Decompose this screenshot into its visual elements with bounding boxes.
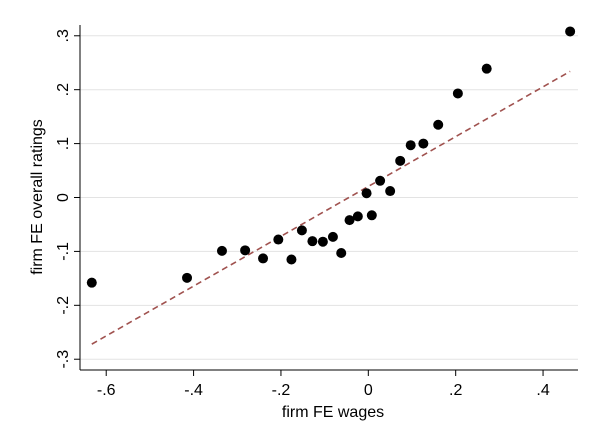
x-tick-label: 0: [364, 382, 373, 399]
data-point: [336, 248, 347, 259]
data-point: [258, 253, 269, 264]
y-tick-label: .3: [55, 29, 72, 42]
x-tick-label: -.6: [97, 382, 116, 399]
x-axis-title: firm FE wages: [282, 404, 384, 421]
data-point: [481, 63, 492, 74]
data-point: [352, 211, 363, 222]
gridlines: [80, 35, 578, 360]
data-point: [565, 26, 576, 37]
data-point: [327, 231, 338, 242]
y-axis-title: firm FE overall ratings: [29, 119, 46, 275]
data-point: [395, 155, 406, 166]
fit-line-layer: [91, 70, 571, 345]
data-point: [273, 234, 284, 245]
y-tick-label: 0: [55, 193, 72, 202]
y-tick-label: .2: [55, 83, 72, 96]
data-point: [361, 188, 372, 199]
data-point: [182, 272, 193, 283]
y-tick-label: -.2: [55, 296, 72, 315]
x-tick-label: -.4: [184, 382, 203, 399]
data-point: [366, 210, 377, 221]
data-point: [375, 175, 386, 186]
data-point: [433, 119, 444, 130]
data-point: [216, 245, 227, 256]
data-point: [317, 236, 328, 247]
data-point: [405, 140, 416, 151]
x-tick-label: -.2: [272, 382, 291, 399]
data-point: [240, 245, 251, 256]
data-point: [344, 215, 355, 226]
y-axis-ticks: -.3 -.2 -.1 0 .1 .2 .3: [55, 29, 80, 369]
data-point: [385, 186, 396, 197]
points-layer: [86, 26, 576, 288]
data-point: [296, 225, 307, 236]
x-tick-label: .2: [449, 382, 462, 399]
fitted-line: [91, 70, 571, 345]
y-tick-label: .1: [55, 137, 72, 150]
y-tick-label: -.3: [55, 350, 72, 369]
data-point: [307, 236, 318, 247]
data-point: [86, 277, 97, 288]
y-tick-label: -.1: [55, 242, 72, 261]
x-axis-ticks: -.6 -.4 -.2 0 .2 .4: [97, 370, 550, 399]
x-tick-label: .4: [536, 382, 549, 399]
data-point: [452, 88, 463, 99]
data-point: [286, 254, 297, 265]
data-point: [418, 138, 429, 149]
